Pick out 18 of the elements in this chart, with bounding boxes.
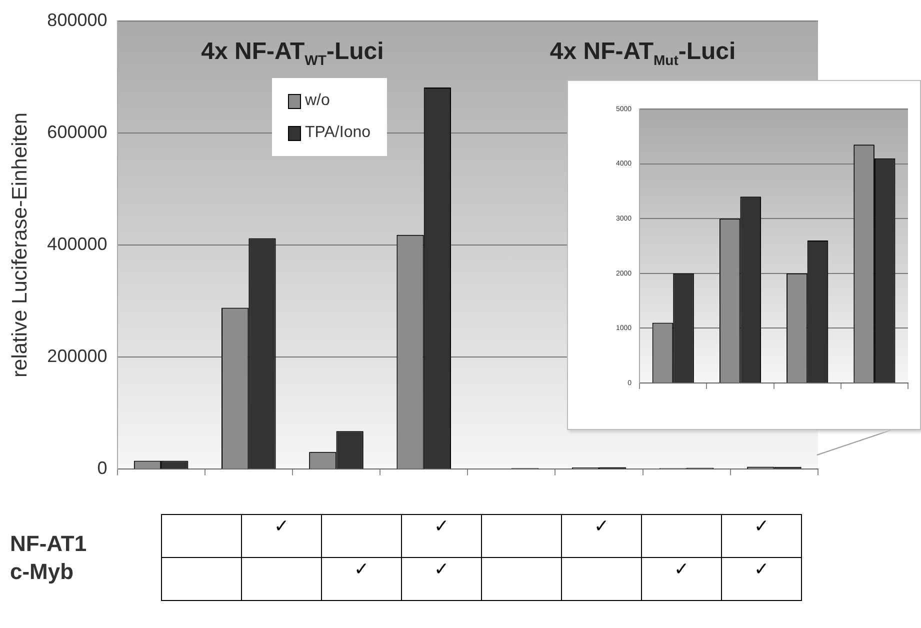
table-cell: ✓ — [722, 514, 802, 558]
legend-label: w/o — [305, 92, 330, 110]
y-axis-title: relative Luciferase-Einheiten — [8, 112, 32, 378]
category-label: c-Myb — [10, 558, 74, 584]
legend-label: TPA/Iono — [305, 124, 371, 142]
category-label: NF-AT1 — [10, 530, 87, 556]
table-cell: ✓ — [402, 558, 482, 600]
y-tick-label: 200000 — [47, 346, 108, 366]
table-cell: ✓ — [642, 558, 722, 600]
table-cell: ✓ — [722, 558, 802, 600]
y-tick-label: 600000 — [47, 122, 108, 142]
table-cell: ✓ — [242, 514, 322, 558]
y-tick-label: 800000 — [47, 10, 108, 30]
table-cell: ✓ — [322, 558, 402, 600]
y-tick-label: 0 — [97, 458, 108, 478]
table-cell: ✓ — [562, 514, 642, 558]
table-cell: ✓ — [402, 514, 482, 558]
y-tick-label: 400000 — [47, 234, 108, 254]
